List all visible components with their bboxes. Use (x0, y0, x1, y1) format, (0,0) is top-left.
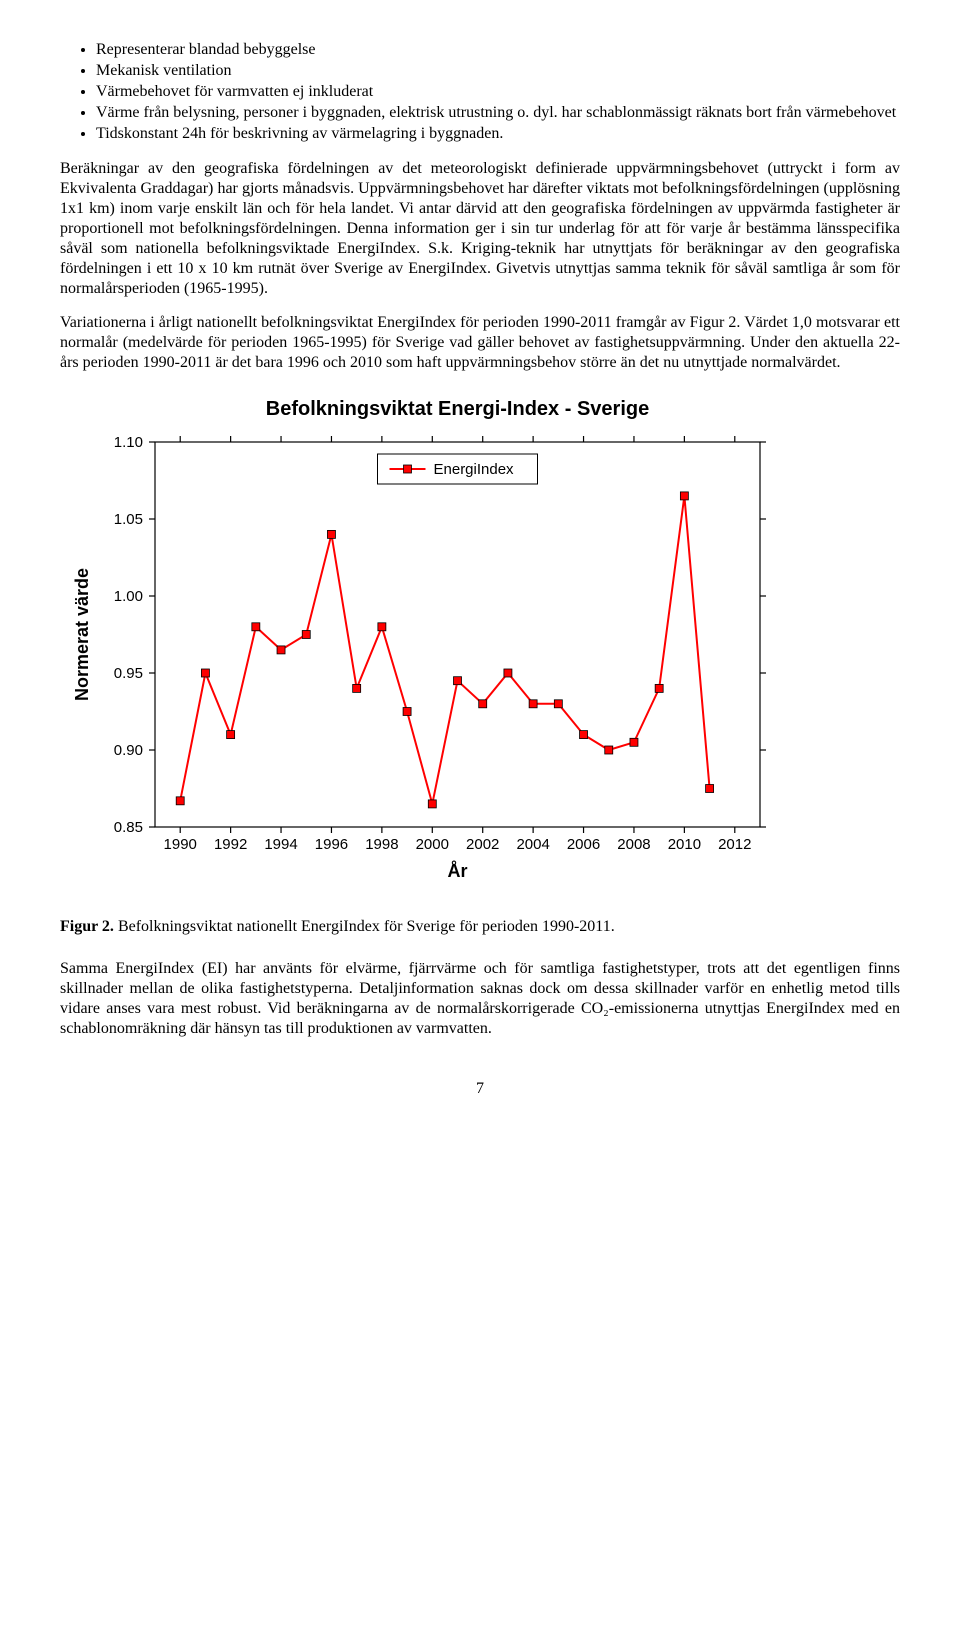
list-item: Värme från belysning, personer i byggnad… (96, 103, 900, 124)
svg-text:0.95: 0.95 (114, 665, 143, 682)
body-paragraph-2: Variationerna i årligt nationellt befolk… (60, 313, 900, 373)
svg-text:1990: 1990 (164, 836, 197, 853)
svg-text:EnergiIndex: EnergiIndex (434, 461, 515, 478)
page-number: 7 (60, 1079, 900, 1099)
svg-text:Befolkningsviktat Energi-Index: Befolkningsviktat Energi-Index - Sverige (266, 398, 649, 420)
svg-text:1992: 1992 (214, 836, 247, 853)
svg-text:1996: 1996 (315, 836, 348, 853)
list-item: Tidskonstant 24h för beskrivning av värm… (96, 124, 900, 145)
body-paragraph-1: Beräkningar av den geografiska fördelnin… (60, 159, 900, 299)
svg-text:1998: 1998 (365, 836, 398, 853)
bullet-list: Representerar blandad bebyggelse Mekanis… (60, 40, 900, 145)
svg-text:1.05: 1.05 (114, 511, 143, 528)
svg-text:0.90: 0.90 (114, 742, 143, 759)
svg-text:Normerat värde: Normerat värde (72, 568, 92, 701)
svg-text:2010: 2010 (668, 836, 701, 853)
list-item: Mekanisk ventilation (96, 61, 900, 82)
body-paragraph-3: Samma EnergiIndex (EI) har använts för e… (60, 959, 900, 1039)
svg-text:1.10: 1.10 (114, 434, 143, 451)
chart-svg: Befolkningsviktat Energi-Index - Sverige… (60, 387, 780, 907)
svg-text:2004: 2004 (516, 836, 549, 853)
svg-text:1994: 1994 (264, 836, 297, 853)
svg-text:År: År (447, 861, 467, 881)
svg-text:1.00: 1.00 (114, 588, 143, 605)
svg-text:2008: 2008 (617, 836, 650, 853)
svg-text:2000: 2000 (416, 836, 449, 853)
svg-text:2012: 2012 (718, 836, 751, 853)
svg-text:0.85: 0.85 (114, 819, 143, 836)
svg-text:2002: 2002 (466, 836, 499, 853)
figure-label: Figur 2. (60, 918, 114, 935)
figure-caption-text: Befolkningsviktat nationellt EnergiIndex… (114, 918, 615, 935)
svg-text:2006: 2006 (567, 836, 600, 853)
energiindex-chart: Befolkningsviktat Energi-Index - Sverige… (60, 387, 900, 907)
list-item: Värmebehovet för varmvatten ej inkludera… (96, 82, 900, 103)
figure-caption: Figur 2. Befolkningsviktat nationellt En… (60, 917, 900, 937)
list-item: Representerar blandad bebyggelse (96, 40, 900, 61)
